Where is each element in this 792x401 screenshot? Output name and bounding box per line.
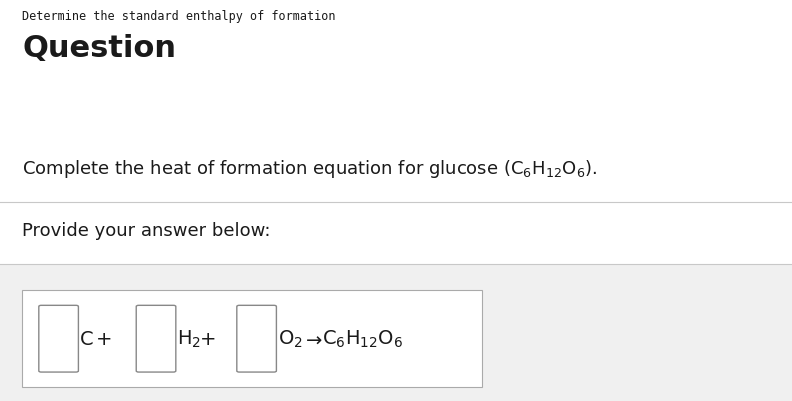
Text: +: + bbox=[200, 329, 216, 348]
Text: C$_6$H$_{12}$O$_6$: C$_6$H$_{12}$O$_6$ bbox=[322, 328, 402, 349]
Bar bbox=[0, 203, 792, 265]
Text: Complete the heat of formation equation for glucose (C$_6$H$_{12}$O$_6$).: Complete the heat of formation equation … bbox=[22, 158, 597, 179]
Text: O$_2$: O$_2$ bbox=[278, 328, 303, 349]
Bar bbox=[0, 0, 792, 203]
Bar bbox=[22, 291, 482, 387]
Text: C: C bbox=[80, 329, 93, 348]
Text: $\rightarrow$: $\rightarrow$ bbox=[302, 329, 323, 348]
Text: +: + bbox=[96, 329, 112, 348]
FancyBboxPatch shape bbox=[237, 306, 276, 372]
Text: Question: Question bbox=[22, 34, 176, 63]
Text: H$_2$: H$_2$ bbox=[177, 328, 201, 349]
Bar bbox=[0, 265, 792, 401]
FancyBboxPatch shape bbox=[39, 306, 78, 372]
Text: Determine the standard enthalpy of formation: Determine the standard enthalpy of forma… bbox=[22, 10, 336, 23]
FancyBboxPatch shape bbox=[136, 306, 176, 372]
Text: Provide your answer below:: Provide your answer below: bbox=[22, 221, 271, 239]
